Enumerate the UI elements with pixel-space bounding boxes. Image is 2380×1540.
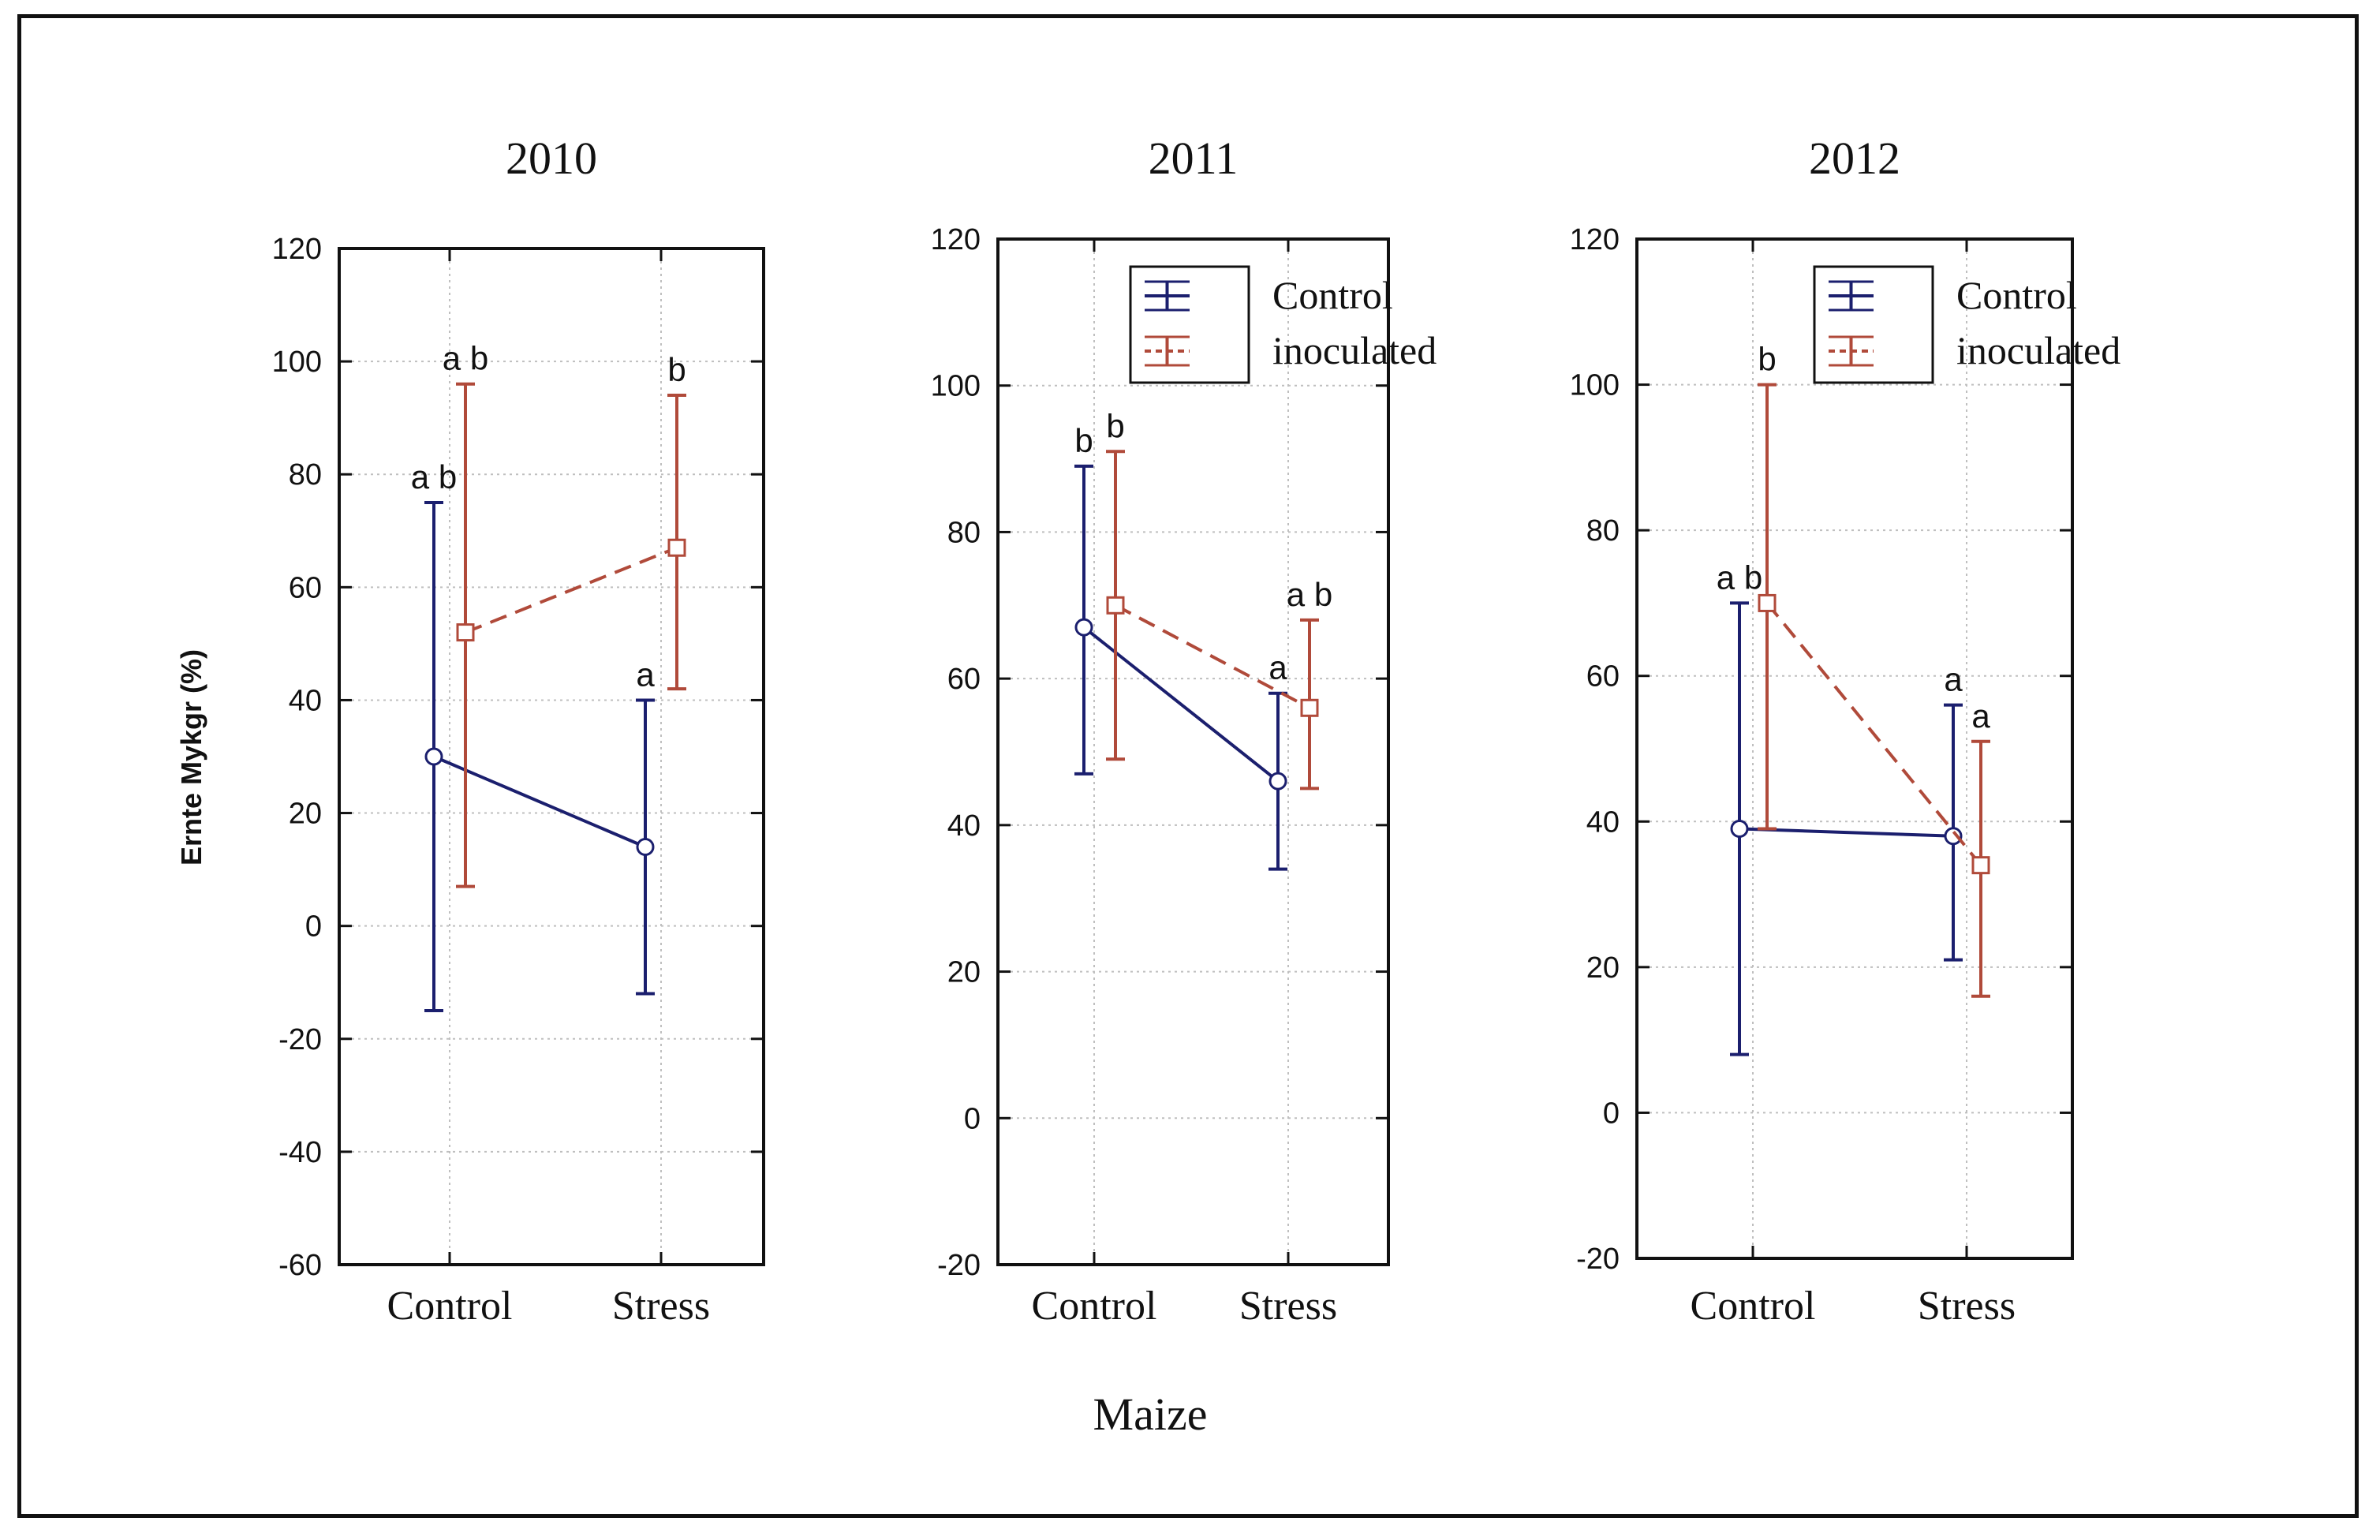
y-tick-label: 80	[289, 458, 322, 492]
y-tick-label: 100	[1570, 369, 1620, 402]
significance-letter: b	[1074, 422, 1093, 459]
y-tick-label: -20	[1576, 1243, 1620, 1276]
data-point	[1106, 596, 1125, 615]
series-line-inoculated	[1765, 602, 1982, 866]
chart-2012: 2012 -20 0 20 40 60 80 100 120 Control Stress a b a b…	[1570, 133, 2121, 1329]
y-tick-label: 20	[947, 956, 981, 989]
chart-title: 2010	[506, 133, 597, 184]
y-tick-label: -40	[278, 1136, 322, 1169]
y-tick-label: 120	[931, 223, 981, 256]
x-tick-label: Control	[1032, 1284, 1157, 1329]
legend: Control inoculated	[1813, 265, 2120, 384]
x-tick-label: Stress	[612, 1284, 710, 1329]
legend-box	[1813, 265, 1934, 384]
series-line-inoculated	[465, 546, 678, 634]
figure-x-axis-label: Maize	[1093, 1389, 1208, 1440]
legend-label: inoculated	[1956, 328, 2120, 372]
y-tick-label: 40	[947, 809, 981, 843]
plot-frame	[338, 247, 765, 1266]
y-tick-label: 0	[964, 1102, 981, 1135]
significance-letter: a	[1944, 661, 1963, 698]
legend-label: inoculated	[1272, 328, 1437, 372]
significance-letter: a b	[1717, 559, 1762, 596]
chart-title: 2012	[1809, 133, 1900, 184]
x-tick-label: Control	[387, 1284, 513, 1329]
y-tick-label: 20	[289, 798, 322, 831]
data-point	[1758, 593, 1777, 612]
data-point	[424, 747, 443, 766]
y-tick-label: 80	[947, 516, 981, 549]
x-tick-label: Stress	[1239, 1284, 1337, 1329]
significance-letter: a b	[443, 340, 488, 377]
significance-letter: a b	[1287, 576, 1332, 613]
series-line-Control	[433, 755, 646, 849]
chart-2011: 2011 -20 0 20 40 60 80 100 120 Control Stress b a b a …	[931, 133, 1437, 1329]
significance-letter: b	[1758, 341, 1776, 378]
y-tick-label: -60	[278, 1249, 322, 1282]
data-point	[1300, 698, 1319, 717]
legend-label: Control	[1956, 273, 2077, 317]
y-tick-label: 60	[947, 663, 981, 696]
data-point	[1971, 856, 1990, 875]
chart-title: 2011	[1149, 133, 1239, 184]
y-tick-label: -20	[937, 1249, 981, 1282]
legend: Control inoculated	[1129, 265, 1437, 384]
plot-frame	[996, 237, 1390, 1266]
y-tick-label: 0	[1603, 1097, 1620, 1130]
chart-2010: 2010 -60 -40 -20 0 20 40 60 80 100 120 Control Stres…	[272, 133, 765, 1329]
significance-letter: a	[1268, 649, 1287, 686]
significance-letter: b	[667, 351, 686, 388]
y-tick-label: 80	[1586, 514, 1620, 548]
data-point	[1074, 618, 1093, 637]
data-point	[667, 538, 686, 557]
y-tick-label: 120	[272, 233, 322, 266]
data-point	[1730, 820, 1749, 839]
y-tick-label: 100	[931, 370, 981, 403]
legend-label: Control	[1272, 273, 1393, 317]
y-tick-label: 20	[1586, 951, 1620, 985]
data-point	[456, 623, 475, 642]
y-tick-label: -20	[278, 1023, 322, 1056]
data-point	[636, 837, 655, 856]
legend-box	[1129, 265, 1250, 384]
data-point	[1944, 827, 1963, 846]
significance-letter: a b	[411, 458, 457, 495]
data-point	[1268, 772, 1287, 791]
y-tick-label: 60	[289, 571, 322, 604]
y-tick-label: 100	[272, 346, 322, 379]
x-tick-label: Control	[1691, 1284, 1816, 1329]
plot-frame	[1635, 237, 2074, 1260]
y-tick-label: 40	[1586, 806, 1620, 839]
significance-letter: a	[636, 656, 655, 693]
y-tick-label: 40	[289, 684, 322, 717]
significance-letter: b	[1106, 407, 1124, 444]
y-tick-label: 0	[305, 910, 322, 944]
figure-frame	[17, 14, 2359, 1518]
x-tick-label: Stress	[1918, 1284, 2016, 1329]
y-tick-label: 60	[1586, 660, 1620, 693]
series-line-inoculated	[1115, 604, 1310, 710]
significance-letter: a	[1971, 697, 1990, 734]
y-tick-label: 120	[1570, 223, 1620, 256]
figure-y-axis-label: Ernte Mykgr (%)	[175, 649, 207, 865]
